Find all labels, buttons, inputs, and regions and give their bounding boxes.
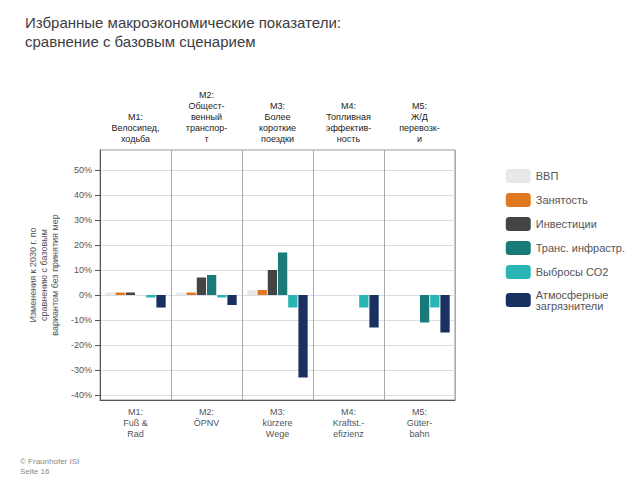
svg-text:M4:: M4: xyxy=(341,101,356,111)
svg-text:Ж/Д: Ж/Д xyxy=(411,112,428,122)
svg-text:10%: 10% xyxy=(74,265,92,275)
svg-text:bahn: bahn xyxy=(409,429,429,439)
svg-text:-20%: -20% xyxy=(71,340,92,350)
svg-text:сравнение с базовым сценарием: сравнение с базовым сценарием xyxy=(25,33,256,50)
svg-text:kürzere: kürzere xyxy=(262,418,292,428)
svg-text:Выбросы СО2: Выбросы СО2 xyxy=(536,266,609,278)
svg-text:Занятость: Занятость xyxy=(536,194,588,206)
svg-text:короткие: короткие xyxy=(259,123,296,133)
svg-text:ность: ность xyxy=(337,134,361,144)
svg-text:20%: 20% xyxy=(74,240,92,250)
svg-text:Атмосферные: Атмосферные xyxy=(535,288,609,301)
svg-text:-40%: -40% xyxy=(71,390,92,400)
svg-text:M5:: M5: xyxy=(412,101,427,111)
svg-text:Fuß &: Fuß & xyxy=(123,418,148,428)
svg-text:и: и xyxy=(417,134,422,144)
svg-text:транспор-: транспор- xyxy=(186,123,227,133)
svg-text:венный: венный xyxy=(191,112,222,122)
svg-text:вариантом без принятия мер: вариантом без принятия мер xyxy=(50,214,60,335)
svg-text:Rad: Rad xyxy=(127,429,144,439)
svg-text:40%: 40% xyxy=(74,190,92,200)
svg-text:M2:: M2: xyxy=(199,407,214,417)
svg-text:0%: 0% xyxy=(79,290,92,300)
svg-text:т: т xyxy=(204,134,208,144)
svg-text:Общест-: Общест- xyxy=(188,101,224,111)
svg-text:M5:: M5: xyxy=(412,407,427,417)
svg-text:Изменения к 2030 г. по: Изменения к 2030 г. по xyxy=(28,227,38,322)
svg-text:Транс. инфрастр.: Транс. инфрастр. xyxy=(536,242,625,254)
svg-text:загрязнители: загрязнители xyxy=(536,300,604,312)
svg-text:30%: 30% xyxy=(74,215,92,225)
svg-text:M1:: M1: xyxy=(128,407,143,417)
svg-text:M2:: M2: xyxy=(199,90,214,100)
svg-text:ÖPNV: ÖPNV xyxy=(194,418,220,428)
svg-text:efizienz: efizienz xyxy=(333,429,364,439)
svg-text:-30%: -30% xyxy=(71,365,92,375)
svg-text:Велосипед,: Велосипед, xyxy=(111,123,159,133)
svg-text:Wege: Wege xyxy=(266,429,289,439)
svg-text:M3:: M3: xyxy=(270,407,285,417)
svg-text:Kraftst.-: Kraftst.- xyxy=(333,418,365,428)
svg-text:© Fraunhofer ISI: © Fraunhofer ISI xyxy=(20,457,79,466)
svg-text:M1:: M1: xyxy=(128,112,143,122)
svg-text:Топливная: Топливная xyxy=(326,112,371,122)
svg-text:50%: 50% xyxy=(74,165,92,175)
svg-text:Инвестиции: Инвестиции xyxy=(536,218,597,230)
svg-text:Более: Более xyxy=(265,112,291,122)
svg-text:ходьба: ходьба xyxy=(121,134,150,144)
svg-text:поездки: поездки xyxy=(261,134,294,144)
svg-text:перевозк-: перевозк- xyxy=(399,123,440,133)
svg-text:эффектив-: эффектив- xyxy=(326,123,371,133)
svg-text:Seite 16: Seite 16 xyxy=(20,467,50,476)
svg-text:сравнению с базовым: сравнению с базовым xyxy=(39,229,49,321)
svg-text:ВВП: ВВП xyxy=(536,170,559,182)
svg-text:-10%: -10% xyxy=(71,315,92,325)
svg-text:Güter-: Güter- xyxy=(407,418,433,428)
svg-text:Избранные макроэкономические п: Избранные макроэкономические показатели: xyxy=(25,14,341,31)
svg-text:M4:: M4: xyxy=(341,407,356,417)
svg-text:M3:: M3: xyxy=(270,101,285,111)
